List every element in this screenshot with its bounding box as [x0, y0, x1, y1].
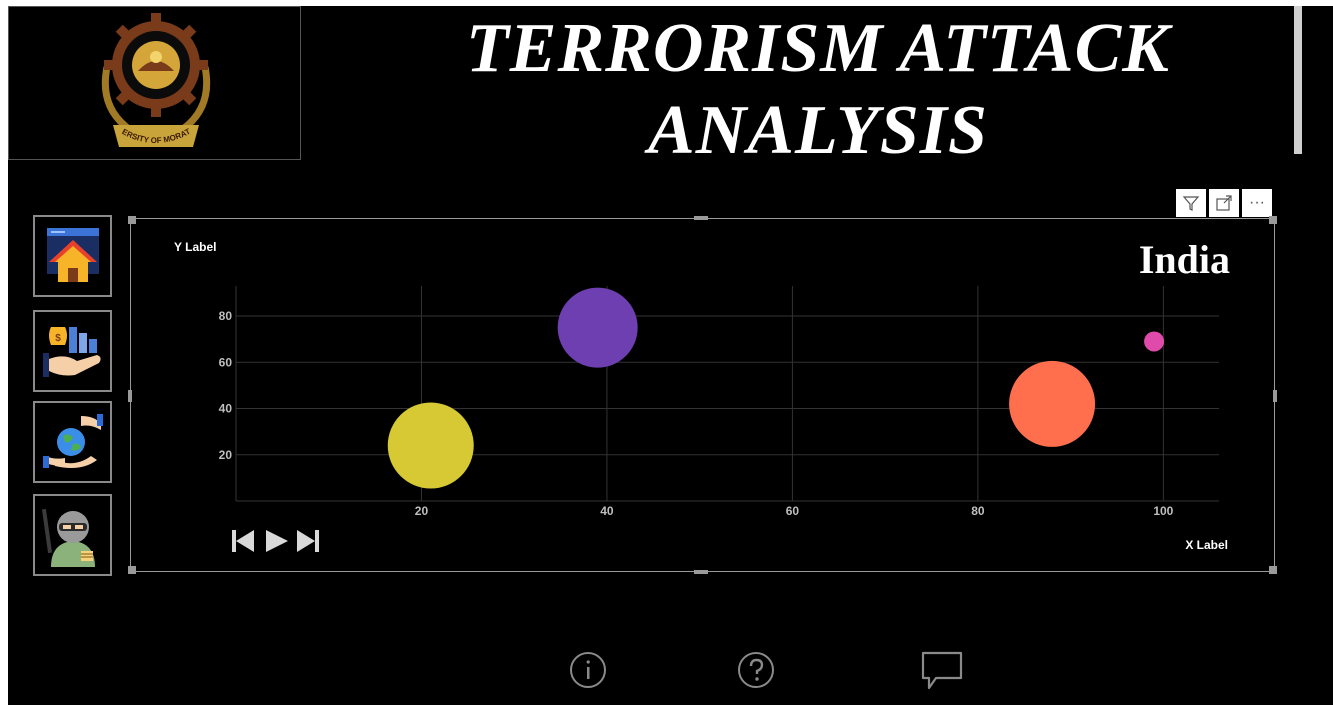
- y-tick-label: 40: [219, 402, 233, 416]
- info-button[interactable]: [569, 651, 607, 694]
- skip-next-button[interactable]: [297, 530, 319, 552]
- vertical-scrollbar[interactable]: [1294, 6, 1302, 154]
- report-canvas: UNIVERSITY OF MORATUWA TERRORISM ATTACK …: [8, 6, 1333, 705]
- scatter-chart: 20 40 60 80 100 20 40 60 80 Y Label X Label Indi…: [174, 237, 1230, 552]
- page-title-line1: TERRORISM ATTACK: [466, 10, 1170, 87]
- play-axis-controls: [232, 530, 319, 552]
- resize-handle-bottom-right[interactable]: [1269, 566, 1277, 574]
- play-button[interactable]: [266, 530, 288, 552]
- skip-next-icon: [297, 530, 315, 552]
- x-tick-label: 80: [971, 504, 985, 518]
- y-axis-label: Y Label: [174, 240, 216, 254]
- x-tick-label: 60: [786, 504, 800, 518]
- resize-handle-top[interactable]: [694, 216, 708, 220]
- help-button[interactable]: [737, 651, 775, 694]
- y-tick-label: 80: [219, 309, 233, 323]
- terrorist-icon: [41, 508, 95, 567]
- chart-title: India: [1139, 237, 1230, 282]
- y-tick-label: 60: [219, 355, 233, 369]
- chart-points: [387, 287, 1165, 489]
- info-icon: [570, 652, 606, 688]
- comment-button[interactable]: [920, 650, 964, 697]
- resize-handle-bottom[interactable]: [694, 570, 708, 574]
- chart-ticks: 20 40 60 80 100 20 40 60 80: [219, 309, 1174, 518]
- svg-text:$: $: [55, 333, 61, 344]
- scatter-point-2[interactable]: [557, 287, 638, 368]
- filter-button[interactable]: [1176, 189, 1206, 217]
- resize-handle-right[interactable]: [1273, 390, 1277, 402]
- more-options-button[interactable]: ···: [1242, 189, 1272, 217]
- resize-handle-top-right[interactable]: [1269, 216, 1277, 224]
- page-title-line2: ANALYSIS: [648, 92, 988, 169]
- more-options-icon: ···: [1249, 194, 1265, 211]
- focus-mode-icon: [1216, 195, 1232, 211]
- y-tick-label: 20: [219, 448, 233, 462]
- home-icon: [46, 228, 99, 282]
- focus-mode-button[interactable]: [1209, 189, 1239, 217]
- scatter-point-1[interactable]: [387, 402, 474, 489]
- filter-icon: [1182, 196, 1200, 211]
- nav-button-finance[interactable]: $: [33, 310, 112, 392]
- nav-button-terrorist[interactable]: [33, 494, 112, 576]
- skip-next-bar: [315, 530, 319, 552]
- x-tick-label: 100: [1153, 504, 1173, 518]
- x-axis-label: X Label: [1185, 538, 1228, 552]
- nav-button-world[interactable]: [33, 401, 112, 483]
- university-logo: UNIVERSITY OF MORATUWA: [8, 6, 211, 147]
- page-title: TERRORISM ATTACK ANALYSIS: [338, 8, 1298, 172]
- skip-previous-icon: [236, 530, 254, 552]
- globe-hands-icon: [42, 414, 103, 468]
- scatter-point-4[interactable]: [1144, 331, 1165, 352]
- visual-header-toolbar: ···: [1176, 189, 1272, 217]
- comment-icon: [921, 651, 963, 690]
- skip-previous-bar: [232, 530, 236, 552]
- resize-handle-left[interactable]: [128, 390, 132, 402]
- logo-panel: UNIVERSITY OF MORATUWA: [8, 6, 301, 160]
- play-icon: [266, 530, 288, 552]
- skip-previous-button[interactable]: [232, 530, 254, 552]
- x-tick-label: 20: [415, 504, 429, 518]
- scatter-point-3[interactable]: [1009, 360, 1096, 447]
- resize-handle-top-left[interactable]: [128, 216, 136, 224]
- x-tick-label: 40: [600, 504, 614, 518]
- help-icon: [738, 652, 774, 688]
- resize-handle-bottom-left[interactable]: [128, 566, 136, 574]
- money-hand-icon: $: [42, 327, 101, 377]
- nav-button-home[interactable]: [33, 215, 112, 297]
